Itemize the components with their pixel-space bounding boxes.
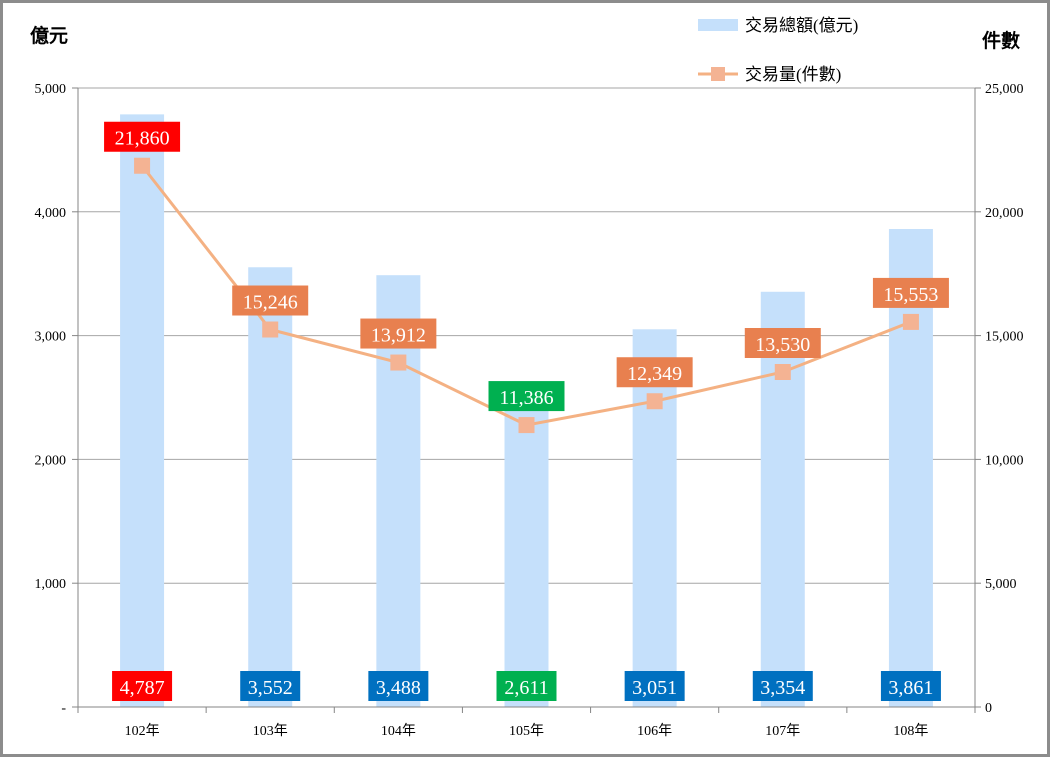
line-value-label: 15,553 — [883, 284, 938, 306]
right-tick-label: 20,000 — [985, 206, 1024, 221]
legend-bar-swatch — [698, 19, 738, 31]
line-marker — [134, 157, 151, 174]
x-tick-label: 102年 — [125, 723, 160, 739]
line-value-label: 13,530 — [755, 334, 810, 356]
line-value-label: 13,912 — [371, 325, 426, 347]
x-tick-label: 106年 — [637, 723, 672, 739]
bar-value-label: 3,552 — [248, 677, 293, 699]
x-tick-label: 105年 — [509, 723, 544, 739]
line-label-box — [360, 318, 437, 349]
line-label-box — [104, 121, 181, 152]
bar-label-box — [752, 671, 813, 701]
line-marker — [774, 363, 791, 380]
left-tick-label: 2,000 — [35, 453, 67, 468]
bar-value-label: 3,354 — [760, 677, 805, 699]
right-tick-label: 5,000 — [985, 577, 1017, 592]
line-marker — [518, 417, 535, 434]
right-tick-label: 10,000 — [985, 453, 1024, 468]
legend-line-label: 交易量(件數) — [745, 65, 841, 84]
left-tick-label: 3,000 — [35, 330, 67, 345]
line-marker — [390, 354, 407, 371]
bar — [632, 329, 677, 707]
right-tick-label: 15,000 — [985, 330, 1024, 345]
legend-line-marker — [711, 67, 725, 81]
bar-value-label: 3,861 — [888, 677, 933, 699]
bar-label-box — [112, 671, 173, 701]
legend-bar-label: 交易總額(億元) — [745, 16, 858, 35]
bar-value-label: 3,051 — [632, 677, 677, 699]
bar-label-box — [496, 671, 557, 701]
bar-label-box — [880, 671, 941, 701]
bar — [504, 383, 549, 707]
left-tick-label: - — [61, 701, 66, 716]
bar — [760, 291, 805, 707]
bar — [888, 229, 933, 708]
line-value-label: 12,349 — [627, 363, 682, 385]
bar-value-label: 4,787 — [120, 677, 165, 699]
bar-value-label: 2,611 — [504, 677, 548, 699]
right-tick-label: 25,000 — [985, 82, 1024, 97]
legend: 交易總額(億元) 交易量(件數) — [698, 16, 858, 84]
left-tick-label: 4,000 — [35, 206, 67, 221]
left-axis-title: 億元 — [30, 24, 68, 47]
left-tick-label: 5,000 — [35, 82, 67, 97]
bar — [120, 114, 165, 708]
line-marker — [902, 313, 919, 330]
bar-label-box — [240, 671, 301, 701]
line-value-label: 15,246 — [243, 292, 298, 314]
line-label-box — [488, 381, 565, 412]
line-value-label: 21,860 — [115, 128, 170, 150]
bar-label-box — [368, 671, 429, 701]
bar — [248, 267, 293, 707]
line-marker — [262, 321, 279, 338]
line-label-box — [744, 327, 821, 358]
line-label-box — [616, 357, 693, 388]
line-label-box — [872, 277, 949, 308]
x-tick-label: 108年 — [893, 723, 928, 739]
right-axis-title: 件數 — [982, 29, 1020, 52]
x-tick-label: 104年 — [381, 723, 416, 739]
bar-label-box — [624, 671, 685, 701]
bar-value-label: 3,488 — [376, 677, 421, 699]
x-tick-label: 107年 — [765, 723, 800, 739]
line-label-box — [232, 285, 309, 316]
line-value-label: 11,386 — [499, 387, 553, 409]
left-tick-label: 1,000 — [35, 577, 67, 592]
line-marker — [646, 393, 663, 410]
x-tick-label: 103年 — [253, 723, 288, 739]
right-tick-label: 0 — [985, 701, 992, 716]
